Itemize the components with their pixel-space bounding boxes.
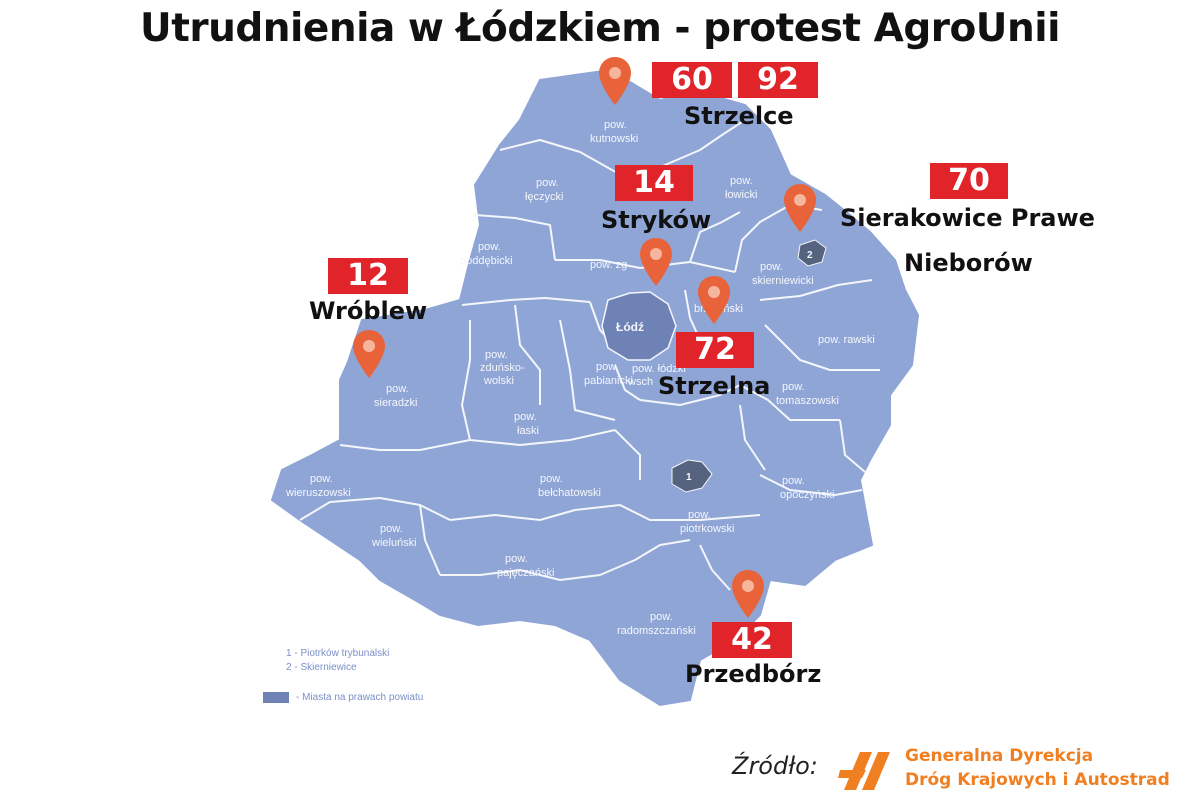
district-label-lowicki: pow. łowicki xyxy=(725,175,757,201)
location-pin-icon[interactable] xyxy=(350,328,388,380)
road-number-badge: 42 xyxy=(712,622,792,658)
district-borders xyxy=(299,119,880,591)
place-label-nieborow: Nieborów xyxy=(904,249,1033,277)
district-label-zgierski: pow. zg xyxy=(590,259,627,271)
road-number-badge: 14 xyxy=(615,165,693,201)
district-label-piotrkowski: pow. piotrkowski xyxy=(680,509,734,535)
district-label-wieruszowski: pow. wieruszowski xyxy=(285,473,351,499)
place-label-strykow: Stryków xyxy=(601,206,712,234)
district-label-laski: pow. łaski xyxy=(514,411,539,437)
district-label-opoczynski: pow. opoczyński xyxy=(780,475,834,501)
gddkia-logo-icon xyxy=(838,752,890,790)
district-label-sieradzki: pow. sieradzki xyxy=(374,383,417,409)
location-pin-icon[interactable] xyxy=(729,568,767,620)
place-label-strzelna: Strzelna xyxy=(658,372,771,400)
place-label-wroblew: Wróblew xyxy=(309,297,428,325)
road-number-badge: 70 xyxy=(930,163,1008,199)
district-label-wielunski: pow. wieluński xyxy=(371,523,417,549)
district-label-pabianicki: pow. pabianicki xyxy=(584,361,633,387)
legend-item-2: 2 - Skierniewice xyxy=(286,662,357,673)
road-number-badge: 92 xyxy=(738,62,818,98)
district-label-skierniewicki: pow. skierniewicki xyxy=(752,261,814,287)
location-pin-icon[interactable] xyxy=(695,274,733,326)
region-outline xyxy=(270,68,920,707)
piotrkow-city-area xyxy=(671,459,713,493)
place-label-przedborz: Przedbórz xyxy=(685,660,822,688)
source-org-line2: Dróg Krajowych i Autostrad xyxy=(905,770,1170,790)
district-label-lodzki-wschodni: pow. łódzki wsch xyxy=(627,363,686,388)
district-label-radomszczanski: pow. radomszczański xyxy=(617,611,696,637)
location-pin-icon[interactable] xyxy=(781,182,819,234)
location-pin-icon[interactable] xyxy=(596,55,634,107)
source-org-line1: Generalna Dyrekcja xyxy=(905,746,1094,766)
district-label-poddebicki: pow. poddębicki xyxy=(460,241,513,267)
district-label-kutnowski: pow. kutnowski xyxy=(590,119,638,145)
district-label-rawski: pow. rawski xyxy=(818,334,875,346)
district-label-belchatowski: pow. bełchatowski xyxy=(538,473,601,499)
district-label-zdunsko-wolski: pow. zduńsko-wolski xyxy=(480,349,525,387)
place-label-sierakowice-prawe: Sierakowice Prawe xyxy=(840,204,1095,232)
legend-swatch xyxy=(263,692,289,703)
source-label: Źródło: xyxy=(732,752,818,780)
piotrkow-city-marker: 1 xyxy=(686,472,692,483)
road-number-badge: 60 xyxy=(652,62,732,98)
lodz-city-area xyxy=(601,291,677,361)
road-number-badge: 72 xyxy=(676,332,754,368)
skierniewice-city-marker: 2 xyxy=(807,250,813,261)
location-pin-icon[interactable] xyxy=(637,236,675,288)
district-label-pajeczanski: pow. pajęczański xyxy=(497,553,554,579)
district-label-tomaszowski: pow. tomaszowski xyxy=(776,381,839,407)
road-number-badge: 12 xyxy=(328,258,408,294)
legend-item-3: - Miasta na prawach powiatu xyxy=(296,692,424,703)
lodz-city-label: Łódź xyxy=(616,320,644,334)
map-title: Utrudnienia w Łódzkiem - protest AgroUni… xyxy=(140,6,1060,51)
place-label-strzelce: Strzelce xyxy=(684,102,794,130)
district-label-leczycki: pow. łęczycki xyxy=(525,177,564,203)
skierniewice-city-area xyxy=(797,239,827,267)
legend-item-1: 1 - Piotrków trybunalski xyxy=(286,648,390,659)
